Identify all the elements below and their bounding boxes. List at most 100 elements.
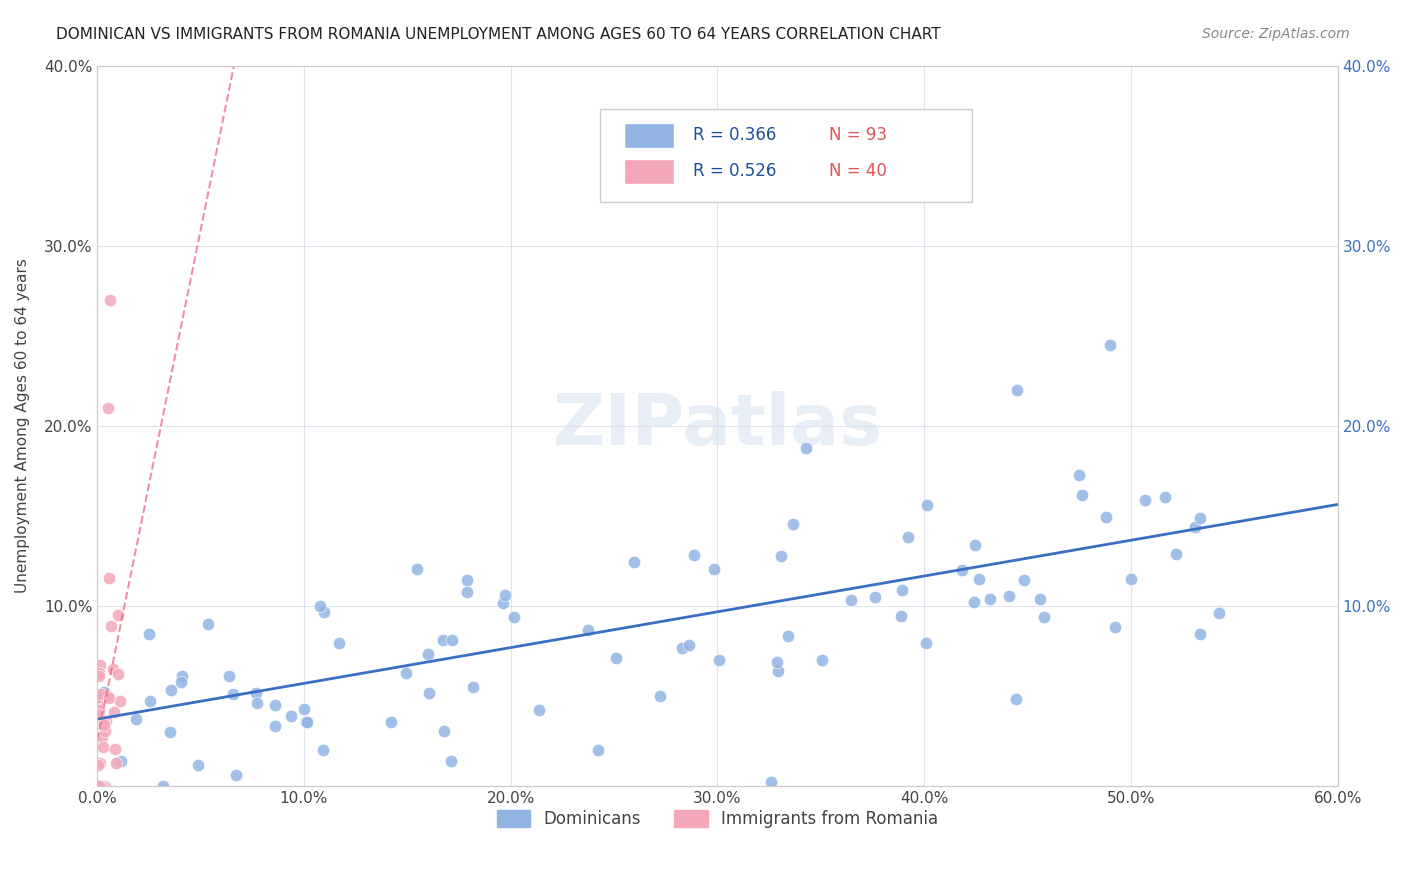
Legend: Dominicans, Immigrants from Romania: Dominicans, Immigrants from Romania [491,804,945,835]
Point [312,743,335,757]
Point [197,617,219,632]
Point [222,687,245,701]
Point [86,706,108,721]
Bar [624,160,673,185]
Point [1189,627,1212,641]
Point [776,629,799,643]
Point [502,609,524,624]
Point [811,653,834,667]
Point [675,121,697,136]
Point [89,756,111,770]
Point [380,714,402,729]
Point [91,740,114,755]
Text: R = 0.366: R = 0.366 [693,127,776,145]
Point [915,636,938,650]
Point [138,627,160,641]
Text: R = 0.526: R = 0.526 [693,162,776,180]
Point [309,599,332,613]
Point [170,669,193,683]
Point [98,691,121,706]
Point [766,664,789,678]
Point [418,686,440,700]
Point [94,779,117,793]
Point [159,725,181,739]
Point [440,632,463,647]
Point [1071,487,1094,501]
Point [103,705,125,719]
Point [527,703,550,717]
Point [108,694,131,708]
Text: DOMINICAN VS IMMIGRANTS FROM ROMANIA UNEMPLOYMENT AMONG AGES 60 TO 64 YEARS CORR: DOMINICAN VS IMMIGRANTS FROM ROMANIA UNE… [56,27,941,42]
Point [89,703,111,717]
Point [89,711,111,725]
Point [1208,607,1230,621]
Point [418,647,440,661]
Point [433,723,456,738]
Point [110,755,132,769]
Point [1005,383,1028,397]
Point [1005,692,1028,706]
Point [794,442,817,456]
Point [280,709,302,723]
Point [650,690,672,704]
Point [1099,337,1122,351]
Point [96,690,118,704]
Point [1032,609,1054,624]
Point [90,687,112,701]
Point [440,754,463,768]
Point [671,641,693,656]
Point [87,779,110,793]
Point [89,657,111,672]
Point [292,702,315,716]
Point [100,618,122,632]
Point [87,757,110,772]
Point [463,680,485,694]
Point [263,719,285,733]
Point [998,589,1021,603]
Point [225,768,247,782]
Point [759,774,782,789]
Point [328,636,350,650]
Point [395,666,418,681]
Point [979,592,1001,607]
Point [107,667,129,681]
Point [94,723,117,738]
Point [1154,491,1177,505]
Point [1014,574,1036,588]
Point [101,662,124,676]
Point [586,743,609,757]
Point [703,562,725,576]
Point [93,779,115,793]
Point [1104,620,1126,634]
Point [432,632,454,647]
Point [139,694,162,708]
Y-axis label: Unemployment Among Ages 60 to 64 years: Unemployment Among Ages 60 to 64 years [15,259,30,593]
Point [105,756,128,770]
Point [1135,493,1157,508]
Point [87,665,110,680]
Point [769,549,792,563]
Point [170,675,193,690]
Point [87,779,110,793]
Point [782,517,804,532]
Point [605,650,627,665]
Point [86,779,108,793]
Point [263,698,285,712]
Point [218,668,240,682]
Text: ZIPatlas: ZIPatlas [553,392,883,460]
Point [897,530,920,544]
Point [152,779,174,793]
Point [1166,547,1188,561]
Point [93,689,115,703]
Point [107,608,129,623]
Point [245,686,267,700]
Point [89,669,111,683]
Point [93,718,115,732]
Point [87,698,110,713]
Point [314,605,336,619]
Point [1095,510,1118,524]
Text: Source: ZipAtlas.com: Source: ZipAtlas.com [1202,27,1350,41]
Point [623,555,645,569]
Point [965,538,987,552]
Point [950,563,973,577]
